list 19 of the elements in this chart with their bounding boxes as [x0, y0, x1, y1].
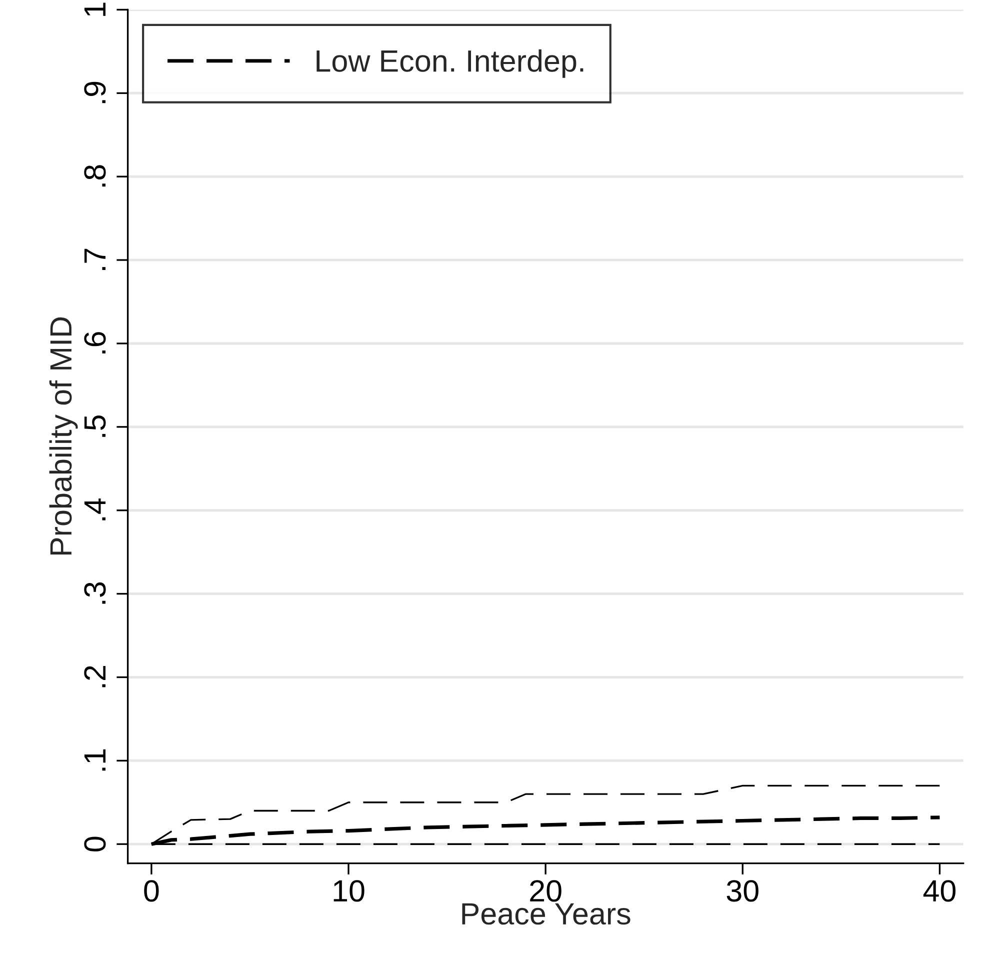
y-tick-label: .3 [84, 582, 106, 604]
x-tick-label: 20 [530, 880, 562, 902]
y-tick-label: .4 [84, 498, 106, 520]
legend-label: Low Econ. Interdep. [316, 49, 584, 78]
x-tick-label: 30 [726, 880, 758, 902]
y-axis-title: Probability of MID [49, 317, 78, 555]
x-tick-label: 0 [144, 880, 159, 902]
y-tick-label: .8 [84, 165, 106, 187]
y-tick-label: 0 [84, 836, 106, 852]
y-tick-label: .1 [84, 749, 106, 771]
x-tick-label: 10 [334, 880, 364, 902]
y-tick-label: 1 [84, 2, 106, 16]
y-tick-label: .7 [84, 248, 106, 270]
y-tick-label: .5 [84, 415, 106, 437]
x-axis-title: Peace Years [462, 903, 630, 925]
x-tick-label: 40 [923, 880, 956, 902]
y-tick-label: .2 [84, 666, 106, 688]
y-tick-label: .6 [84, 332, 106, 354]
y-tick-label: .9 [84, 82, 106, 104]
